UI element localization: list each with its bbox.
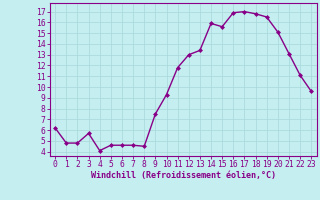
X-axis label: Windchill (Refroidissement éolien,°C): Windchill (Refroidissement éolien,°C)	[91, 171, 276, 180]
